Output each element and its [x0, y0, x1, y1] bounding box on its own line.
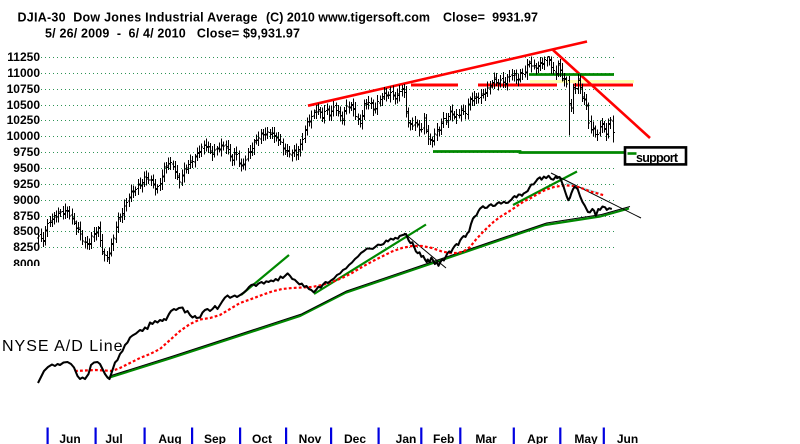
svg-text:11250: 11250	[7, 50, 40, 64]
svg-text:May: May	[574, 432, 598, 444]
svg-text:Dec: Dec	[344, 432, 366, 444]
svg-text:(C) 2010 www.tigersoft.com: (C) 2010 www.tigersoft.com	[266, 11, 430, 25]
svg-text:9500: 9500	[13, 161, 40, 175]
svg-text:Aug: Aug	[158, 432, 181, 444]
svg-text:8500: 8500	[13, 224, 40, 238]
svg-text:Mar: Mar	[475, 432, 497, 444]
svg-text:10000: 10000	[7, 129, 41, 143]
svg-text:Feb: Feb	[433, 432, 454, 444]
svg-text:Apr: Apr	[527, 432, 548, 444]
svg-text:DJIA-30 Dow Jones Industrial: DJIA-30 Dow Jones Industrial Average	[18, 11, 258, 25]
svg-text:Jul: Jul	[105, 432, 122, 444]
svg-text:Sep: Sep	[204, 432, 226, 444]
svg-text:Jan: Jan	[396, 432, 417, 444]
svg-text:10250: 10250	[7, 113, 41, 127]
svg-text:Jun: Jun	[617, 432, 638, 444]
svg-text:Oct: Oct	[252, 432, 272, 444]
svg-text:Nov: Nov	[299, 432, 322, 444]
svg-text:8000: 8000	[13, 257, 40, 271]
svg-text:10750: 10750	[7, 82, 41, 96]
svg-text:8250: 8250	[13, 240, 40, 254]
svg-text:NYSE A/D Line: NYSE A/D Line	[2, 338, 123, 355]
svg-text:9250: 9250	[13, 177, 40, 191]
svg-text:11000: 11000	[7, 66, 40, 80]
svg-text:support: support	[636, 151, 679, 165]
svg-text:5/ 26/ 2009 - 6/ 4/ 2010 C: 5/ 26/ 2009 - 6/ 4/ 2010 Close= $9,931.9…	[45, 27, 300, 41]
svg-text:10500: 10500	[7, 98, 41, 112]
svg-text:9000: 9000	[13, 193, 40, 207]
svg-text:Close= 9931.97: Close= 9931.97	[443, 11, 538, 25]
svg-text:8750: 8750	[13, 209, 40, 223]
svg-text:Jun: Jun	[59, 432, 80, 444]
svg-text:9750: 9750	[13, 145, 40, 159]
